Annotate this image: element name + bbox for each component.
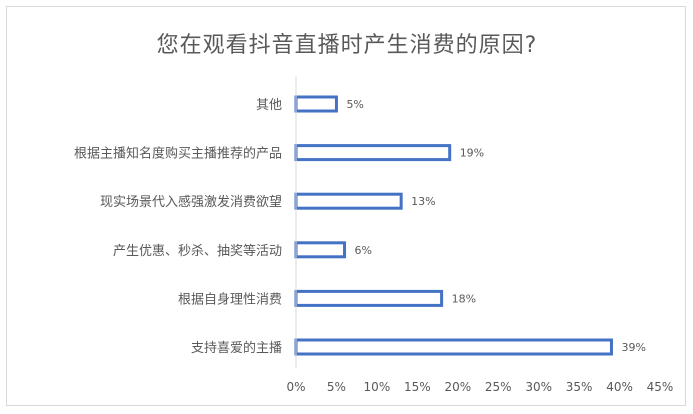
category-label: 根据自身理性消费 xyxy=(178,291,282,307)
bar-1 xyxy=(294,95,338,113)
x-tick-label: 10% xyxy=(364,380,391,394)
data-label: 39% xyxy=(621,341,645,354)
bar-5 xyxy=(294,289,444,307)
x-tick-label: 0% xyxy=(286,380,305,394)
x-tick-label: 35% xyxy=(566,380,593,394)
chart-title: 您在观看抖音直播时产生消费的原因? xyxy=(156,33,538,58)
x-tick-label: 30% xyxy=(525,380,552,394)
x-tick-label: 15% xyxy=(404,380,431,394)
data-label: 18% xyxy=(452,292,476,305)
category-label: 产生优惠、秒杀、抽奖等活动 xyxy=(113,243,282,259)
data-label: 13% xyxy=(411,195,435,208)
bar-2 xyxy=(294,144,452,162)
category-label: 其他 xyxy=(256,98,282,113)
x-tick-label: 20% xyxy=(444,380,471,394)
category-label: 根据主播知名度购买主播推荐的产品 xyxy=(74,146,282,162)
data-label: 5% xyxy=(346,98,363,111)
x-tick-label: 40% xyxy=(606,380,633,394)
x-tick-label: 25% xyxy=(485,380,512,394)
data-label: 19% xyxy=(460,147,484,160)
x-tick-label: 5% xyxy=(327,380,346,394)
category-label: 现实场景代入感强激发消费欲望 xyxy=(100,194,282,210)
bar-4 xyxy=(294,241,347,259)
bar-3 xyxy=(294,192,403,210)
category-label: 支持喜爱的主播 xyxy=(191,340,282,356)
data-label: 6% xyxy=(355,244,372,257)
bar-6 xyxy=(294,338,613,356)
x-tick-label: 45% xyxy=(647,380,674,394)
